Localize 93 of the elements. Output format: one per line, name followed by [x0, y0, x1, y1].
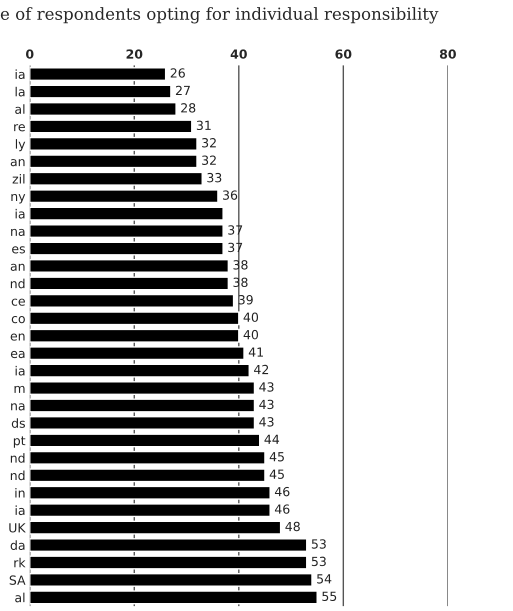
y-tick-label: ia [16, 366, 24, 376]
data-label: 28 [181, 103, 196, 113]
bar [30, 276, 230, 290]
x-tick-label: 40 [230, 49, 247, 59]
y-tick-label: nd [10, 453, 24, 463]
data-label: 48 [285, 522, 300, 532]
data-label: 53 [312, 556, 326, 566]
data-label: 26 [170, 68, 185, 78]
y-tick-label: al [15, 104, 24, 114]
bar [30, 450, 266, 465]
data-label: 46 [274, 486, 290, 496]
data-label: 42 [254, 364, 268, 374]
bar [30, 311, 240, 326]
y-tick-label: SA [10, 575, 26, 585]
data-label: 43 [259, 417, 274, 427]
data-label: 55 [322, 592, 336, 602]
y-tick-label: re [14, 124, 25, 132]
bar [30, 102, 177, 116]
bar [30, 206, 224, 221]
bar [30, 556, 308, 570]
x-tick-label: 60 [335, 49, 352, 59]
data-label: 45 [270, 470, 284, 479]
data-label: 46 [274, 504, 290, 514]
data-label: 31 [196, 120, 211, 130]
data-label: 27 [176, 86, 190, 95]
bar [30, 136, 198, 151]
bar [30, 364, 250, 378]
bar [30, 520, 282, 535]
bar [30, 224, 224, 238]
y-tick-label: al [15, 592, 24, 602]
bar [30, 590, 318, 604]
y-tick-label: da [10, 540, 24, 550]
data-label: 32 [202, 155, 216, 165]
bar [30, 538, 308, 552]
y-tick-label: ia [16, 505, 24, 516]
y-tick-label: na [11, 403, 24, 410]
data-label: 41 [248, 348, 263, 357]
y-tick-label: an [10, 264, 25, 271]
bar [30, 172, 203, 186]
y-tick-label: ea [10, 350, 24, 358]
data-label: 40 [244, 312, 258, 322]
y-tick-label: na [11, 228, 24, 236]
y-tick-label: ly [16, 139, 26, 152]
bar [30, 294, 234, 308]
data-label: 32 [202, 138, 216, 148]
y-tick-label: co [12, 316, 25, 324]
chart-title: e of respondents opting for individual responsibility [0, 7, 438, 24]
bar [30, 433, 260, 448]
y-tick-label: in [15, 488, 25, 498]
y-tick-label: nd [10, 470, 24, 480]
data-label: 45 [270, 452, 284, 462]
bar [30, 119, 192, 134]
bar [30, 468, 266, 482]
y-tick-label: zil [12, 174, 24, 184]
x-tick-label: 0 [26, 49, 34, 59]
data-label: 36 [223, 190, 238, 200]
y-tick-label: rk [14, 558, 26, 568]
y-tick-label: ce [12, 298, 25, 306]
y-tick-label: UK [9, 523, 26, 533]
y-tick-label: es [12, 246, 25, 254]
bar [30, 154, 198, 168]
x-tick-label: 20 [126, 49, 142, 59]
data-label: 43 [259, 382, 274, 392]
y-tick-label: ia [16, 208, 24, 219]
data-label: 44 [264, 434, 280, 444]
y-tick-label: pt [14, 436, 26, 448]
data-label: 54 [317, 574, 332, 584]
y-tick-label: ny [11, 194, 26, 204]
y-tick-label: la [16, 86, 24, 96]
bar [30, 328, 240, 343]
bar [30, 84, 172, 99]
bar [30, 67, 166, 82]
bar [30, 486, 271, 500]
y-tick-label: m [14, 386, 25, 393]
bar [30, 572, 313, 587]
bar [30, 503, 271, 518]
bar [30, 189, 219, 204]
y-tick-label: an [10, 159, 25, 166]
data-label: 40 [244, 330, 258, 340]
bar [30, 346, 245, 360]
bar [30, 416, 256, 430]
bar [30, 381, 256, 396]
data-label: 53 [312, 539, 326, 549]
bar [30, 259, 230, 273]
x-tick-label: 80 [440, 49, 456, 59]
data-label: 43 [259, 400, 274, 410]
bar [30, 242, 224, 256]
y-tick-label: ds [12, 418, 25, 428]
y-tick-label: ia [16, 69, 24, 80]
bar [30, 398, 256, 412]
y-tick-label: nd [10, 278, 24, 288]
data-label: 33 [207, 172, 222, 182]
y-tick-label: en [10, 333, 25, 341]
